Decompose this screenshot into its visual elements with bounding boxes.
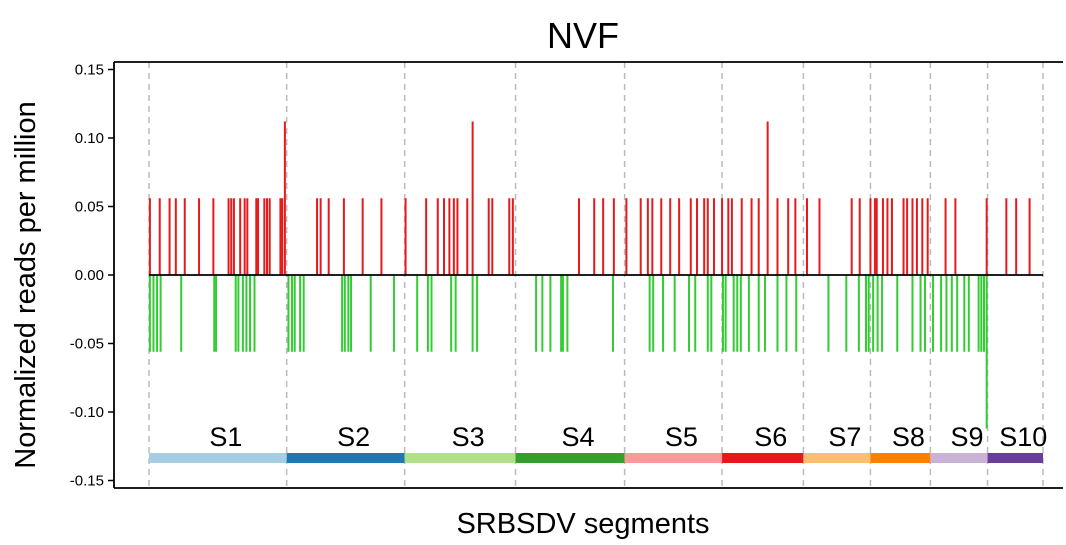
x-axis-label: SRBSDV segments: [456, 508, 709, 540]
y-tick-label: -0.05: [70, 336, 104, 353]
y-tick-label: 0.00: [75, 267, 104, 284]
y-tick-label: -0.10: [70, 404, 104, 421]
y-axis: 0.15 0.10 0.05 0.00 -0.05 -0.10 -0.15: [70, 62, 114, 490]
y-tick-label: 0.10: [75, 130, 104, 147]
segment-bar-s7: [803, 453, 871, 463]
y-tick-label: 0.15: [75, 62, 104, 79]
segment-bar-s4: [515, 453, 625, 463]
y-tick-label: 0.05: [75, 199, 104, 216]
segment-track: S1 S2 S3 S4 S5 S6 S7 S8 S9 S10: [149, 422, 1047, 463]
segment-label-s5: S5: [665, 422, 698, 452]
y-tick-label: -0.15: [70, 473, 104, 490]
segment-label-s3: S3: [452, 422, 485, 452]
segment-bar-s10: [987, 453, 1043, 463]
segment-label-s7: S7: [828, 422, 861, 452]
y-axis-label: Normalized reads per million: [10, 101, 42, 468]
segment-label-s4: S4: [562, 422, 595, 452]
segment-bar-s2: [286, 453, 405, 463]
chart-title: NVF: [547, 15, 619, 56]
segment-label-s9: S9: [950, 422, 983, 452]
segment-label-s8: S8: [892, 422, 925, 452]
segment-label-s6: S6: [754, 422, 787, 452]
segment-bar-s1: [149, 453, 287, 463]
segment-label-s1: S1: [209, 422, 242, 452]
plot-frame: [113, 61, 1063, 489]
segment-bar-s3: [404, 453, 516, 463]
segment-label-s10: S10: [999, 422, 1047, 452]
segment-bar-s9: [930, 453, 988, 463]
segment-bar-s8: [870, 453, 931, 463]
segment-bar-s6: [722, 453, 804, 463]
read-bars: [148, 121, 1043, 429]
segment-bar-s5: [624, 453, 723, 463]
segment-label-s2: S2: [337, 422, 370, 452]
